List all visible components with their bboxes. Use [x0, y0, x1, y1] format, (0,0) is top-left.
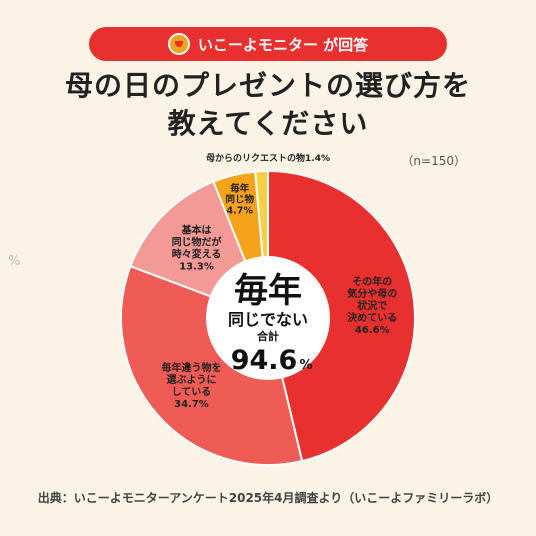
- slice-label: 毎年違う物を選ぶようにしている 34.7%: [161, 361, 221, 410]
- center-total-unit: %: [299, 358, 312, 373]
- side-percent-mark: %: [8, 254, 21, 269]
- pie-slice: [267, 169, 416, 463]
- center-line-3: 合計: [257, 329, 279, 343]
- sample-size-label: （n=150）: [401, 154, 466, 168]
- slice-label-line: 母からのリクエストの物1.4%: [206, 152, 330, 164]
- slice-label-line: 13.3%: [179, 261, 214, 272]
- slice-label: 基本は同じ物だが時々変える 13.3%: [172, 223, 223, 272]
- slice-label-line: 決めている: [347, 311, 397, 324]
- page-title: 母の日のプレゼントの選び方を 教えてください: [0, 67, 536, 143]
- slice-label-line: 34.7%: [174, 399, 209, 410]
- monitor-logo-icon: [167, 33, 190, 55]
- slice-label-line: 46.6%: [355, 325, 390, 336]
- slice-label: 母からのリクエストの物1.4%: [206, 152, 330, 164]
- center-circle: [206, 256, 330, 380]
- pie-slices: [120, 169, 416, 466]
- slice-label: その年の気分や母の状況で決めている 46.6%: [346, 275, 397, 336]
- slice-label-line: 同じ物: [225, 193, 254, 205]
- slice-label-line: 状況で: [357, 299, 387, 312]
- title-line-2: 教えてください: [167, 107, 369, 140]
- slice-label-line: 時々変える: [172, 247, 222, 260]
- slice-label-line: 毎年違う物を: [161, 361, 221, 374]
- slice-label-line: その年の: [352, 275, 392, 288]
- pie-slice-labels: その年の気分や母の状況で決めている 46.6% 毎年違う物を選ぶようにしている 34.…: [161, 152, 397, 410]
- slice-label-line: している: [172, 386, 212, 398]
- slice-label-line: 基本は: [181, 223, 212, 236]
- slice-label-line: 4.7%: [227, 205, 254, 216]
- center-total-value: 94.6: [231, 345, 298, 376]
- slice-label-line: 選ぶように: [166, 373, 216, 386]
- slice-label-line: 気分や母の: [346, 287, 397, 300]
- title-line-1: 母の日のプレゼントの選び方を: [64, 69, 471, 102]
- center-line-1: 毎年: [234, 271, 302, 311]
- center-line-2: 同じでない: [228, 310, 308, 329]
- badge-text: いこーよモニター が回答: [197, 35, 369, 54]
- source-note: 出典：いこーよモニターアンケート2025年4月調査より（いこーよファミリーラボ）: [37, 491, 499, 505]
- slice-label: 毎年同じ物 4.7%: [225, 182, 254, 216]
- slice-label-line: 毎年: [230, 182, 250, 194]
- respondent-badge: いこーよモニター が回答: [89, 27, 447, 61]
- slice-label-line: 同じ物だが: [172, 235, 223, 248]
